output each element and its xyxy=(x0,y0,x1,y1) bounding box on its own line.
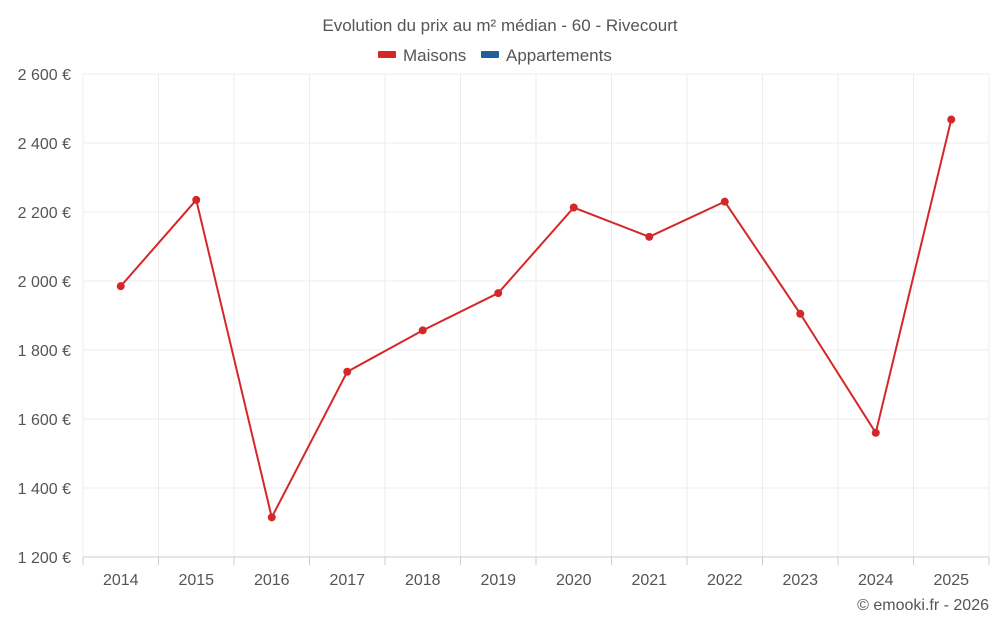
y-tick-label: 2 600 € xyxy=(18,67,71,84)
grid xyxy=(82,73,990,557)
credit-text: © emooki.fr - 2026 xyxy=(857,597,989,614)
x-tick-label: 2025 xyxy=(933,572,969,589)
y-tick-label: 1 800 € xyxy=(18,343,71,360)
legend: Maisons Appartements xyxy=(378,46,612,65)
y-tick-label: 1 600 € xyxy=(18,412,71,429)
x-tick-label: 2014 xyxy=(103,572,139,589)
legend-item-maisons[interactable]: Maisons xyxy=(378,46,466,65)
x-tick-label: 2018 xyxy=(405,572,441,589)
x-tick-label: 2019 xyxy=(480,572,516,589)
data-point[interactable] xyxy=(645,232,654,241)
x-tick-label: 2016 xyxy=(254,572,290,589)
series-line-maisons xyxy=(119,118,953,519)
data-point[interactable] xyxy=(418,326,427,335)
y-tick-label: 2 400 € xyxy=(18,136,71,153)
legend-item-appartements[interactable]: Appartements xyxy=(481,46,612,65)
x-tick-label: 2020 xyxy=(556,572,592,589)
x-tick-label: 2024 xyxy=(858,572,894,589)
y-tick-label: 1 200 € xyxy=(18,550,71,567)
data-point[interactable] xyxy=(116,282,125,291)
data-point[interactable] xyxy=(796,309,805,318)
x-tick-label: 2023 xyxy=(782,572,818,589)
data-point[interactable] xyxy=(494,289,503,298)
legend-swatch-appartements xyxy=(481,51,499,58)
legend-label-appartements: Appartements xyxy=(506,46,612,65)
y-tick-label: 2 200 € xyxy=(18,205,71,222)
data-point[interactable] xyxy=(343,367,352,376)
data-point[interactable] xyxy=(947,115,956,124)
x-tick-label: 2015 xyxy=(178,572,214,589)
y-tick-label: 2 000 € xyxy=(18,274,71,291)
y-tick-label: 1 400 € xyxy=(18,481,71,498)
data-point[interactable] xyxy=(192,195,201,204)
data-point[interactable] xyxy=(569,203,578,212)
legend-swatch-maisons xyxy=(378,51,396,58)
axes xyxy=(82,556,990,565)
data-point[interactable] xyxy=(871,428,880,437)
series-layer xyxy=(116,115,956,522)
x-tick-label: 2017 xyxy=(329,572,365,589)
data-point[interactable] xyxy=(720,197,729,206)
x-tick-label: 2022 xyxy=(707,572,743,589)
x-tick-label: 2021 xyxy=(631,572,667,589)
chart-title: Evolution du prix au m² médian - 60 - Ri… xyxy=(322,16,678,35)
legend-label-maisons: Maisons xyxy=(403,46,466,65)
x-axis-labels: 2014 2015 2016 2017 2018 2019 2020 2021 2022 2023… xyxy=(103,572,969,589)
data-point[interactable] xyxy=(267,513,276,522)
y-axis-labels: 1 200 € 1 400 € 1 600 € 1 800 € 2 000 € 2 200… xyxy=(18,67,71,567)
